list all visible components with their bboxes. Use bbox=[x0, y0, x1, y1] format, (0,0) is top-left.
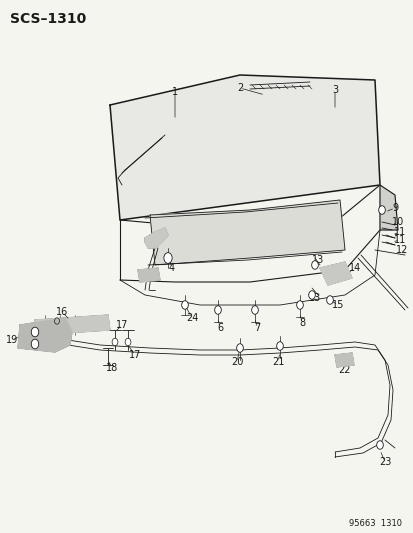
Circle shape bbox=[164, 253, 172, 263]
Text: 4: 4 bbox=[169, 263, 175, 273]
Polygon shape bbox=[35, 315, 110, 335]
Text: 16: 16 bbox=[56, 307, 68, 317]
Text: 9: 9 bbox=[391, 203, 397, 213]
Circle shape bbox=[326, 296, 332, 304]
Circle shape bbox=[214, 306, 221, 314]
Polygon shape bbox=[319, 262, 351, 285]
Text: 20: 20 bbox=[230, 357, 242, 367]
Circle shape bbox=[31, 339, 39, 349]
Text: 3: 3 bbox=[331, 85, 337, 95]
Circle shape bbox=[236, 344, 243, 352]
Text: 13: 13 bbox=[308, 293, 320, 303]
Text: 24: 24 bbox=[185, 313, 198, 323]
Text: 2: 2 bbox=[236, 83, 242, 93]
Circle shape bbox=[378, 206, 385, 214]
Circle shape bbox=[276, 342, 282, 350]
Circle shape bbox=[311, 261, 318, 269]
Polygon shape bbox=[334, 353, 353, 367]
Polygon shape bbox=[138, 268, 159, 282]
Text: 15: 15 bbox=[331, 300, 343, 310]
Text: SCS–1310: SCS–1310 bbox=[10, 12, 86, 26]
Circle shape bbox=[181, 301, 188, 309]
Text: 21: 21 bbox=[271, 357, 283, 367]
Polygon shape bbox=[18, 318, 72, 352]
Text: 22: 22 bbox=[338, 365, 350, 375]
Polygon shape bbox=[379, 185, 397, 230]
Text: 8: 8 bbox=[298, 318, 304, 328]
Circle shape bbox=[112, 338, 118, 346]
Text: 17: 17 bbox=[116, 320, 128, 330]
Text: 12: 12 bbox=[395, 245, 407, 255]
Text: 11: 11 bbox=[393, 235, 405, 245]
Text: 95663  1310: 95663 1310 bbox=[348, 519, 401, 528]
Polygon shape bbox=[150, 200, 344, 265]
Text: 7: 7 bbox=[253, 323, 259, 333]
Text: 17: 17 bbox=[128, 350, 141, 360]
Text: 10: 10 bbox=[391, 217, 403, 227]
Text: 23: 23 bbox=[378, 457, 390, 467]
Text: 6: 6 bbox=[216, 323, 223, 333]
Text: 13: 13 bbox=[311, 255, 323, 265]
Circle shape bbox=[251, 306, 258, 314]
Text: 18: 18 bbox=[106, 363, 118, 373]
Polygon shape bbox=[110, 75, 379, 220]
Text: 19: 19 bbox=[6, 335, 18, 345]
Circle shape bbox=[31, 327, 39, 337]
Circle shape bbox=[308, 290, 315, 299]
Circle shape bbox=[376, 441, 382, 449]
Polygon shape bbox=[145, 228, 168, 248]
Circle shape bbox=[296, 301, 303, 309]
Text: 11: 11 bbox=[393, 227, 405, 237]
Circle shape bbox=[125, 338, 131, 346]
Text: 14: 14 bbox=[348, 263, 360, 273]
Text: 1: 1 bbox=[171, 87, 178, 97]
